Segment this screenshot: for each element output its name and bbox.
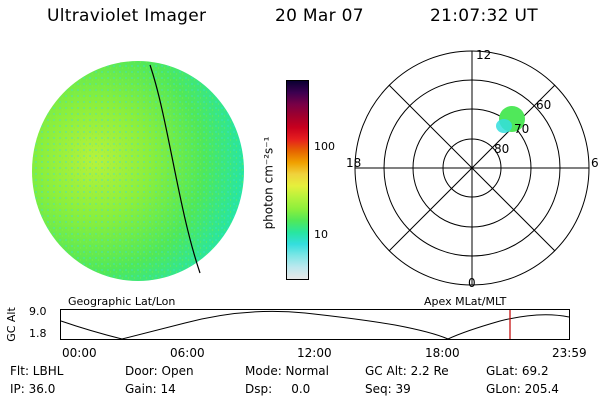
mlat-label-60: 60 [536, 98, 551, 112]
time-label: 21:07:32 UT [430, 6, 538, 26]
altitude-curve [60, 310, 570, 340]
polar-diagonal-2 [388, 84, 556, 252]
y-tick-1-8: 1.8 [29, 327, 47, 340]
colorbar [286, 80, 309, 280]
x-tick-2359: 23:59 [552, 346, 587, 360]
status-ip: IP: 36.0 [10, 382, 56, 396]
status-filter: Flt: LBHL [10, 364, 64, 378]
colorbar-unit-label: photon cm⁻²s⁻¹ [261, 136, 276, 230]
x-tick-0000: 00:00 [62, 346, 97, 360]
polar-plot: 12 0 18 6 80 70 60 [346, 48, 599, 290]
terminator-line [149, 64, 201, 274]
disk-texture [32, 61, 244, 281]
gc-alt-axis-label: GC Alt [4, 307, 18, 342]
status-mode: Mode: Normal [245, 364, 329, 378]
instrument-title: Ultraviolet Imager [47, 6, 207, 26]
x-tick-0600: 06:00 [170, 346, 205, 360]
x-tick-1800: 18:00 [425, 346, 460, 360]
status-gain: Gain: 14 [125, 382, 176, 396]
mlt-label-18: 18 [346, 156, 361, 170]
mlat-label-70: 70 [514, 122, 529, 136]
status-gc-alt: GC Alt: 2.2 Re [365, 364, 449, 378]
y-tick-9: 9.0 [29, 305, 47, 318]
geographic-label: Geographic Lat/Lon [68, 295, 176, 308]
colorbar-tick-10: 10 [314, 228, 328, 241]
uv-disk-image [32, 61, 244, 281]
status-glon: GLon: 205.4 [486, 382, 559, 396]
x-tick-1200: 12:00 [297, 346, 332, 360]
mlt-label-12: 12 [476, 48, 491, 62]
colorbar-tick-100: 100 [314, 140, 335, 153]
apex-label: Apex MLat/MLT [424, 295, 507, 308]
status-dsp: Dsp: 0.0 [245, 382, 311, 396]
status-glat: GLat: 69.2 [486, 364, 549, 378]
date-label: 20 Mar 07 [275, 6, 364, 26]
mlat-label-80: 80 [494, 142, 509, 156]
polar-emission-edge [496, 119, 512, 133]
altitude-timeline [60, 309, 570, 340]
status-door: Door: Open [125, 364, 194, 378]
status-seq: Seq: 39 [365, 382, 411, 396]
mlt-label-6: 6 [591, 156, 599, 170]
mlt-label-0: 0 [468, 276, 476, 290]
